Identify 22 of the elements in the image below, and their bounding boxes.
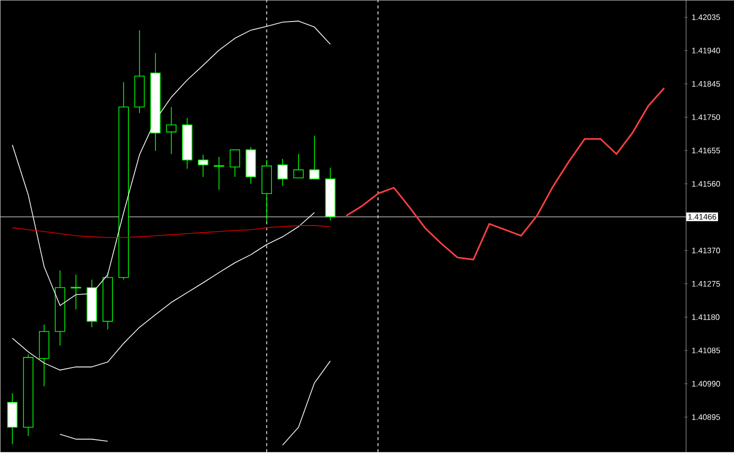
candlestick: [262, 160, 272, 222]
candlestick: [150, 52, 161, 152]
candlestick: [309, 136, 320, 180]
candlestick: [230, 150, 240, 178]
candlestick: [214, 156, 224, 190]
candlestick: [70, 274, 82, 310]
candlestick: [54, 270, 66, 346]
candlestick: [118, 82, 129, 280]
candlestick: [277, 158, 288, 187]
candlestick: [166, 106, 176, 155]
candlestick: [134, 30, 145, 114]
line-series: [345, 88, 665, 261]
candlestick: [38, 324, 50, 387]
candlestick: [7, 393, 18, 445]
candlestick: [182, 118, 192, 170]
candlestick: [198, 154, 208, 178]
candlestick: [102, 272, 113, 330]
line-series: [12, 225, 331, 238]
candlestick: [23, 354, 34, 437]
candlestick: [246, 146, 256, 184]
candlestick: [293, 154, 304, 178]
candlestick: [325, 168, 336, 222]
